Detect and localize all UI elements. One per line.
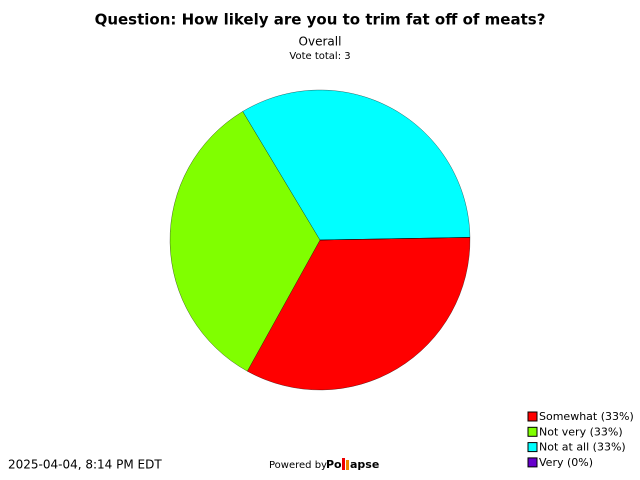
legend: Somewhat (33%) Not very (33%) Not at all (…	[527, 410, 634, 469]
legend-label: Not at all (33%)	[539, 441, 626, 454]
pie	[169, 89, 471, 391]
brand-start: Po	[326, 458, 342, 471]
legend-label: Very (0%)	[539, 456, 593, 469]
legend-swatch	[527, 426, 538, 437]
pie-slice	[319, 237, 470, 241]
timestamp: 2025-04-04, 8:14 PM EDT	[8, 458, 162, 472]
legend-swatch	[527, 442, 538, 453]
brand-end: apse	[350, 458, 379, 471]
chart-subtitle: Overall	[299, 35, 342, 49]
legend-swatch	[527, 457, 538, 468]
pie-slice	[169, 111, 321, 372]
brand-logo	[342, 458, 349, 470]
vote-total: Vote total: 3	[289, 51, 350, 62]
pie-slice	[242, 89, 471, 241]
chart-title: Question: How likely are you to trim fat…	[95, 11, 546, 29]
powered-by: Powered by	[269, 460, 327, 471]
legend-swatch	[527, 411, 538, 422]
pie-slice	[247, 237, 471, 391]
legend-label: Not very (33%)	[539, 425, 623, 438]
legend-label: Somewhat (33%)	[539, 410, 634, 423]
